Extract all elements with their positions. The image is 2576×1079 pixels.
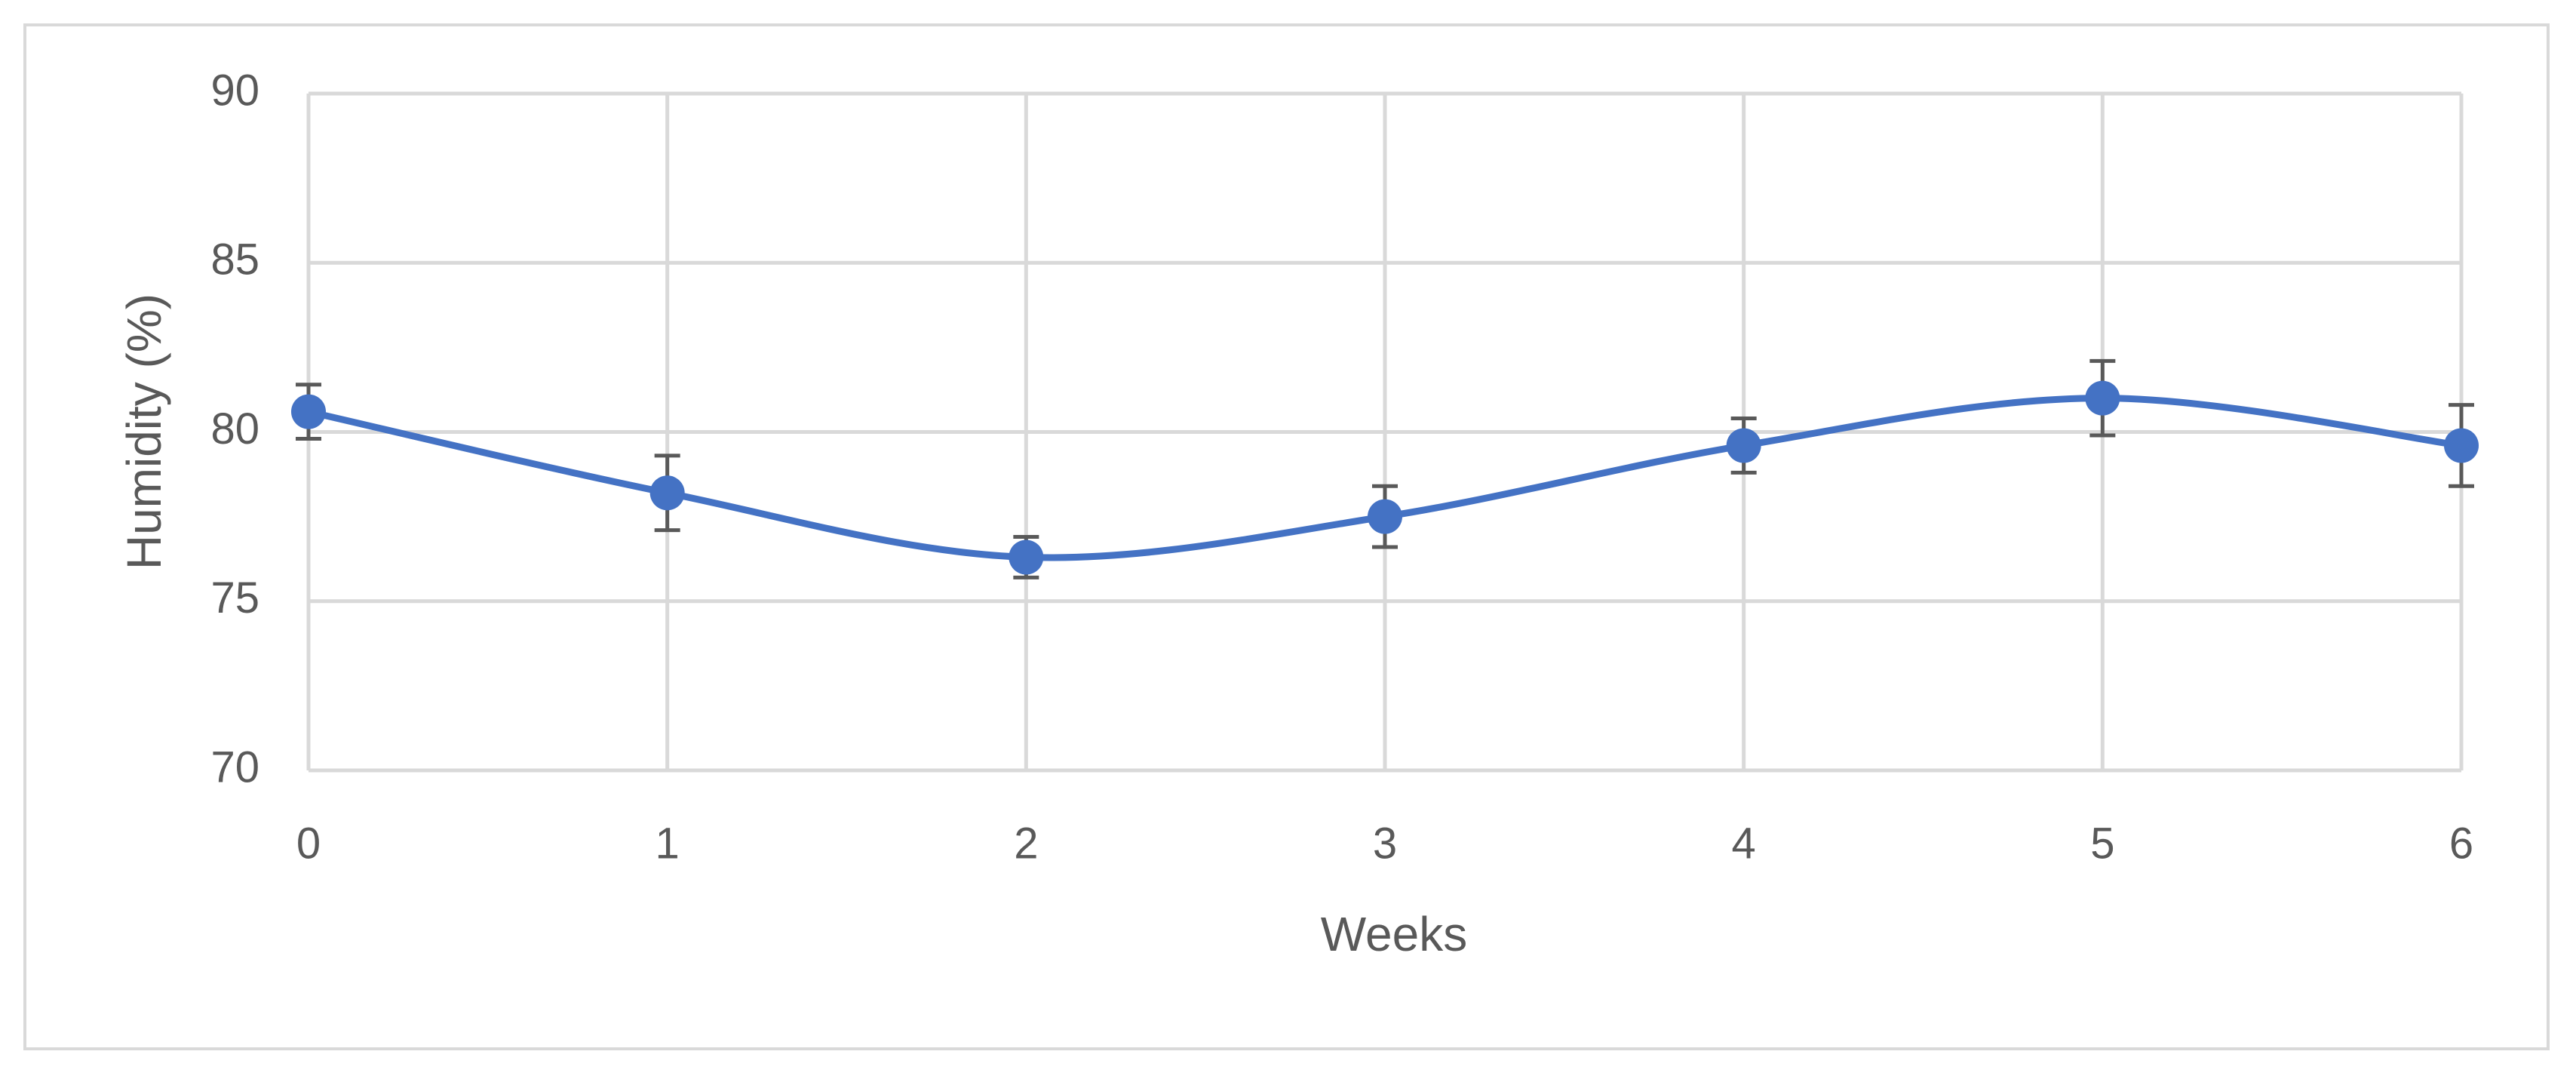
y-tick-label: 85 xyxy=(210,235,259,284)
x-tick-label: 1 xyxy=(656,819,680,868)
data-point xyxy=(649,475,685,511)
x-tick-label: 4 xyxy=(1732,819,1756,868)
chart-frame xyxy=(23,23,2550,1050)
x-axis-title: Weeks xyxy=(1321,907,1467,961)
y-axis-title: Humidity (%) xyxy=(117,294,171,570)
y-tick-label: 70 xyxy=(210,742,259,792)
y-tick-label: 80 xyxy=(210,404,259,453)
x-tick-label: 6 xyxy=(2449,819,2473,868)
data-point xyxy=(1368,499,1402,534)
x-tick-label: 5 xyxy=(2090,819,2114,868)
x-tick-label: 2 xyxy=(1014,819,1038,868)
data-point xyxy=(2085,380,2120,416)
data-point xyxy=(291,394,326,429)
data-point xyxy=(1726,428,1761,463)
y-tick-label: 75 xyxy=(210,573,259,622)
data-point xyxy=(1009,540,1044,575)
x-tick-label: 0 xyxy=(296,819,321,868)
x-tick-label: 3 xyxy=(1373,819,1397,868)
y-tick-label: 90 xyxy=(210,66,259,115)
data-point xyxy=(2444,428,2479,463)
